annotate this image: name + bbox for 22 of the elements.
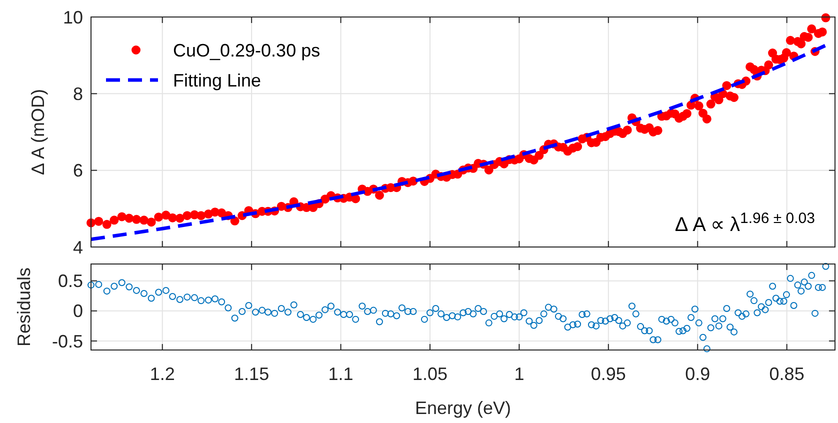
annotation: Δ A ∝ λ$^{1.96 ± 0.03}$ (674, 210, 815, 236)
y-axis-title: Δ A (mOD) (28, 88, 48, 176)
y-tick-label: 10 (62, 7, 83, 28)
y-tick-label: -0.5 (52, 331, 83, 352)
y-tick-label: 0 (72, 301, 83, 322)
y-tick-label: 4 (72, 237, 83, 258)
x-tick-label: 1.05 (412, 364, 448, 384)
x-tick-label: 1.2 (150, 364, 175, 384)
y-tick-label: 6 (72, 160, 83, 181)
y-axis-title: Residuals (14, 267, 34, 347)
x-tick-label: 1.15 (234, 364, 270, 384)
x-tick-label: 0.9 (685, 364, 710, 384)
legend-label: CuO_0.29-0.30 ps (173, 40, 320, 60)
x-tick-label: 1 (514, 364, 524, 384)
x-tick-label: 1.1 (328, 364, 354, 384)
y-tick-label: 8 (72, 84, 83, 104)
x-tick-label: 0.95 (590, 364, 626, 384)
x-axis-title: Energy (eV) (414, 398, 512, 418)
y-tick-label: 0.5 (58, 271, 83, 292)
line-series (89, 44, 828, 242)
x-tick-label: 0.85 (769, 364, 804, 384)
legend-label: Fitting Line (173, 70, 262, 90)
